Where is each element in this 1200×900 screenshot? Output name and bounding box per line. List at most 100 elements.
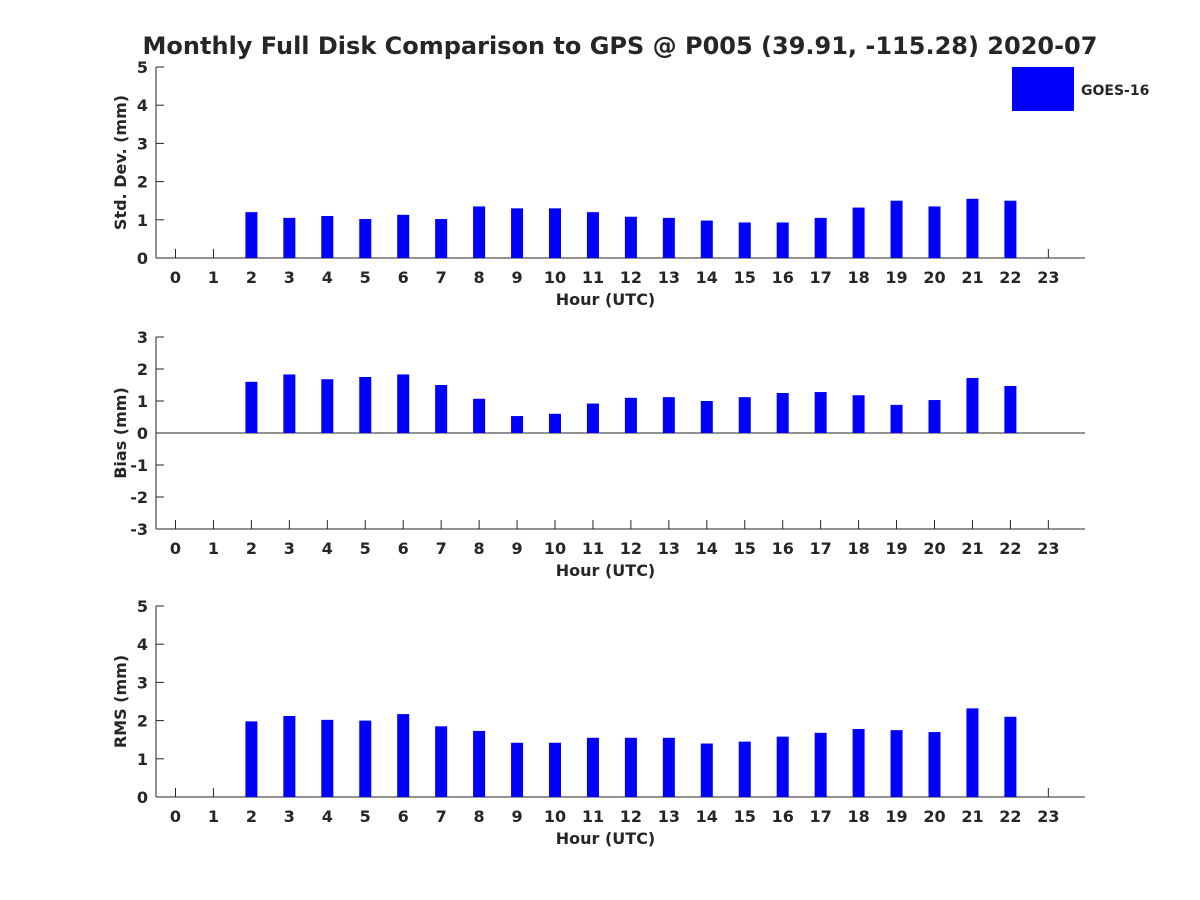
- bar-hour-10: [549, 208, 561, 258]
- x-tick-label: 14: [696, 539, 718, 558]
- x-tick-label: 4: [322, 807, 333, 826]
- bar-hour-11: [586, 403, 599, 433]
- bar-hour-11: [586, 737, 599, 797]
- bar-hour-21: [966, 708, 979, 797]
- bar-hour-19: [890, 730, 903, 797]
- x-tick-label: 15: [734, 807, 756, 826]
- bar-hour-9: [511, 742, 524, 797]
- bar-hour-19: [890, 200, 903, 258]
- y-tick-label: 4: [137, 635, 148, 654]
- x-tick-label: 14: [696, 807, 718, 826]
- bar-hour-5: [359, 720, 372, 797]
- bar-hour-12: [624, 737, 637, 797]
- x-tick-label: 16: [772, 268, 794, 287]
- x-tick-label: 3: [284, 539, 295, 558]
- x-tick-label: 1: [208, 268, 219, 287]
- y-tick-label: 2: [137, 360, 148, 379]
- bar-hour-3: [283, 716, 296, 797]
- bar-hour-10: [549, 413, 561, 433]
- x-tick-label: 7: [436, 268, 447, 287]
- y-tick-label: 2: [137, 712, 148, 731]
- bar-hour-15: [738, 741, 751, 797]
- x-tick-label: 0: [170, 268, 181, 287]
- x-tick-label: 6: [398, 807, 409, 826]
- bar-hour-18: [852, 395, 865, 433]
- x-tick-label: 12: [620, 807, 642, 826]
- y-tick-label: 3: [137, 328, 148, 347]
- x-tick-label: 14: [696, 268, 718, 287]
- x-tick-label: 21: [961, 268, 983, 287]
- x-tick-label: 8: [474, 807, 485, 826]
- chart-title: Monthly Full Disk Comparison to GPS @ P0…: [143, 32, 1098, 60]
- x-tick-label: 20: [923, 539, 945, 558]
- bar-hour-17: [814, 392, 827, 433]
- bar-hour-10: [549, 742, 561, 797]
- x-tick-label: 20: [923, 807, 945, 826]
- bar-hour-18: [852, 729, 865, 797]
- y-tick-label: 3: [137, 134, 148, 153]
- bar-hour-7: [435, 385, 448, 433]
- x-tick-label: 5: [360, 268, 371, 287]
- x-tick-label: 10: [544, 539, 566, 558]
- x-tick-label: 3: [284, 268, 295, 287]
- bar-hour-13: [662, 397, 675, 433]
- x-tick-label: 19: [885, 268, 907, 287]
- bar-hour-14: [700, 743, 713, 797]
- bar-hour-17: [814, 217, 827, 258]
- x-tick-label: 17: [810, 807, 832, 826]
- bar-hour-6: [397, 374, 410, 433]
- y-tick-label: 1: [137, 392, 148, 411]
- y-tick-label: 1: [137, 750, 148, 769]
- x-tick-label: 13: [658, 268, 680, 287]
- x-tick-label: 6: [398, 539, 409, 558]
- y-tick-label: 5: [137, 58, 148, 77]
- bar-hour-16: [776, 736, 789, 797]
- x-tick-label: 21: [961, 539, 983, 558]
- bar-hour-13: [662, 217, 675, 258]
- x-tick-label: 19: [885, 539, 907, 558]
- y-axis-label: Std. Dev. (mm): [111, 95, 130, 230]
- bar-hour-22: [1004, 385, 1017, 433]
- x-tick-label: 4: [322, 268, 333, 287]
- bar-hour-12: [624, 397, 637, 433]
- bar-hour-4: [321, 215, 334, 258]
- x-tick-label: 0: [170, 539, 181, 558]
- bar-hour-21: [966, 198, 979, 258]
- x-tick-label: 9: [511, 807, 522, 826]
- bar-hour-15: [738, 222, 751, 258]
- x-tick-label: 10: [544, 268, 566, 287]
- x-tick-label: 6: [398, 268, 409, 287]
- bar-hour-2: [245, 381, 258, 433]
- x-axis-label: Hour (UTC): [556, 829, 656, 848]
- x-tick-label: 2: [246, 807, 257, 826]
- x-tick-label: 5: [360, 539, 371, 558]
- y-tick-label: 0: [137, 249, 148, 268]
- x-tick-label: 17: [810, 539, 832, 558]
- bar-hour-16: [776, 393, 789, 433]
- x-tick-label: 2: [246, 268, 257, 287]
- y-tick-label: 0: [137, 788, 148, 807]
- x-tick-label: 18: [847, 807, 869, 826]
- x-tick-label: 10: [544, 807, 566, 826]
- bar-hour-4: [321, 719, 334, 797]
- x-tick-label: 13: [658, 807, 680, 826]
- x-tick-label: 7: [436, 539, 447, 558]
- y-tick-label: -2: [130, 488, 148, 507]
- x-tick-label: 5: [360, 807, 371, 826]
- bar-hour-5: [359, 377, 372, 433]
- x-tick-label: 18: [847, 268, 869, 287]
- x-tick-label: 17: [810, 268, 832, 287]
- bar-hour-21: [966, 377, 979, 433]
- x-tick-label: 9: [511, 268, 522, 287]
- bar-hour-12: [624, 216, 637, 258]
- bar-hour-11: [586, 212, 599, 258]
- x-tick-label: 22: [999, 807, 1021, 826]
- bar-hour-7: [435, 726, 448, 797]
- bar-hour-18: [852, 207, 865, 258]
- x-tick-label: 22: [999, 539, 1021, 558]
- x-tick-label: 12: [620, 539, 642, 558]
- x-tick-label: 11: [582, 268, 604, 287]
